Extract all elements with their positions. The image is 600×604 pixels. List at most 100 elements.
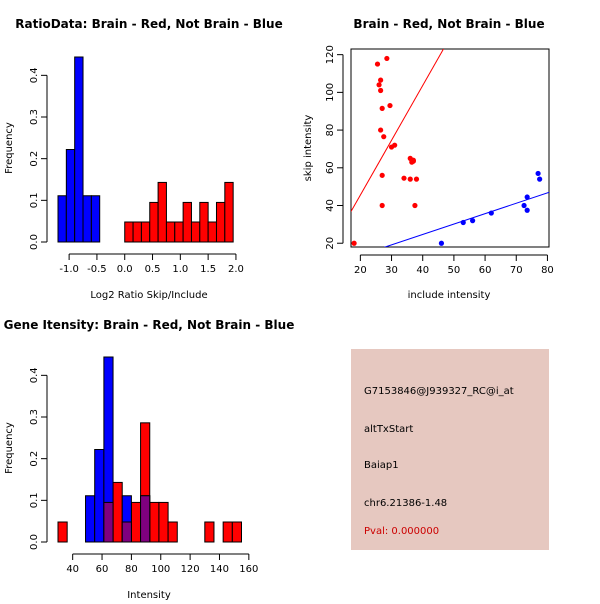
point-brain-21 [412,202,418,209]
bar-brain-6 [174,221,184,243]
bar-not-brain-1 [94,449,105,543]
y-tick-label-3: 80 [325,124,336,137]
x-tick-label-1: 30 [385,265,398,276]
point-not-brain-8 [537,176,543,182]
y-tick-label-0: 0.0 [29,234,40,250]
intensity-hist-xlabel: Intensity [127,590,171,600]
y-tick-label-4: 0.4 [29,67,40,83]
bar-not-brain-2 [74,56,84,243]
point-not-brain-7 [535,170,541,177]
point-brain-4 [378,77,384,83]
x-tick-label-4: 1.0 [172,264,188,275]
intensity-hist-axes: 40 60 80 100 120 140 160 0.0 0.1 0.2 0.3 0.4 [29,367,258,575]
point-not-brain-5 [521,202,527,209]
bar-brain-9 [199,201,209,243]
fit-line-not-brain [383,191,549,247]
x-tick-label-0: -1.0 [59,264,79,275]
bar-brain-8 [190,221,201,243]
point-not-brain-2 [470,218,476,224]
x-tick-label-3: 50 [448,265,461,276]
bar-brain-2 [112,481,123,543]
y-tick-label-3: 0.3 [29,409,40,425]
bar-brain-7 [158,501,169,543]
point-not-brain-3 [488,210,494,216]
scatter-xlabel: include intensity [408,290,491,301]
fit-line-brain [351,49,445,212]
x-tick-label-3: 100 [151,564,170,575]
ratio-hist-ylabel: Frequency [4,122,15,174]
x-tick-label-0: 40 [66,564,79,575]
gene-name: Baiap1 [364,460,399,471]
bar-not-brain-0 [85,495,96,543]
y-tick-label-5: 120 [325,45,336,64]
y-tick-label-2: 0.2 [29,451,40,467]
point-brain-9 [381,134,387,140]
bar-brain-11 [215,201,226,243]
y-tick-label-4: 100 [325,83,336,102]
point-brain-3 [376,82,382,88]
y-tick-label-1: 40 [325,199,336,212]
point-not-brain-0 [438,240,445,246]
point-brain-8 [378,127,384,133]
x-tick-label-4: 60 [479,265,492,276]
point-not-brain-4 [524,194,530,200]
bar-brain-1 [132,221,142,243]
point-not-brain-6 [524,207,530,213]
point-brain-20 [379,202,385,209]
x-tick-label-2: 40 [416,265,429,276]
bar-overlap-86.250 [140,495,151,543]
probe-id: G7153846@J939327_RC@i_at [364,386,514,397]
bar-brain-0 [124,221,134,243]
y-tick-label-1: 0.1 [29,492,40,508]
x-tick-label-6: 2.0 [228,264,244,275]
intensity-hist-bars [57,356,242,543]
y-tick-label-2: 0.2 [29,151,40,167]
point-brain-7 [387,102,393,109]
bar-brain-3 [149,201,159,243]
bar-brain-10 [222,521,233,543]
ratio-hist-xlabel: Log2 Ratio Skip/Include [90,290,207,301]
point-brain-2 [384,55,390,62]
scatter-plot-area [351,49,549,247]
point-brain-15 [410,158,416,164]
bar-brain-5 [165,221,176,243]
point-brain-11 [388,144,395,150]
x-tick-label-3: 0.5 [145,264,161,275]
bar-brain-8 [167,521,178,543]
x-tick-label-5: 70 [510,265,523,276]
scatter-ylabel: skip intensity [303,115,314,182]
point-brain-19 [379,172,385,178]
ratio-hist-title: RatioData: Brain - Red, Not Brain - Blue [15,17,282,31]
x-tick-label-6: 160 [239,564,258,575]
x-tick-label-2: 80 [125,564,138,575]
bar-overlap-61.250 [103,501,114,543]
bar-brain-9 [204,521,215,543]
bar-not-brain-3 [82,195,92,243]
x-tick-label-0: 20 [354,265,367,276]
p-value: Pval: 0.000000 [364,526,440,537]
bar-brain-10 [207,221,217,243]
point-brain-18 [413,176,420,182]
bar-brain-2 [140,221,151,243]
x-tick-label-1: 60 [96,564,109,575]
x-tick-label-1: -0.5 [87,264,107,275]
intensity-histogram: Gene Itensity: Brain - Red, Not Brain - … [4,318,295,601]
bar-not-brain-0 [57,195,67,243]
x-tick-label-2: 0.0 [117,264,133,275]
y-tick-label-4: 0.4 [29,367,40,383]
scatter-frame [350,48,550,248]
bar-not-brain-1 [65,149,76,243]
intensity-hist-title: Gene Itensity: Brain - Red, Not Brain - … [4,318,295,332]
bar-brain-12 [224,181,234,243]
x-tick-label-5: 1.5 [200,264,216,275]
point-brain-1 [374,61,381,67]
scatter-title: Brain - Red, Not Brain - Blue [353,17,544,31]
point-brain-16 [401,175,407,181]
point-not-brain-1 [460,219,466,226]
point-brain-17 [407,176,413,182]
bar-brain-6 [149,501,160,543]
y-tick-label-0: 20 [325,237,336,250]
bar-not-brain-4 [90,195,101,243]
bar-brain-4 [157,181,167,243]
